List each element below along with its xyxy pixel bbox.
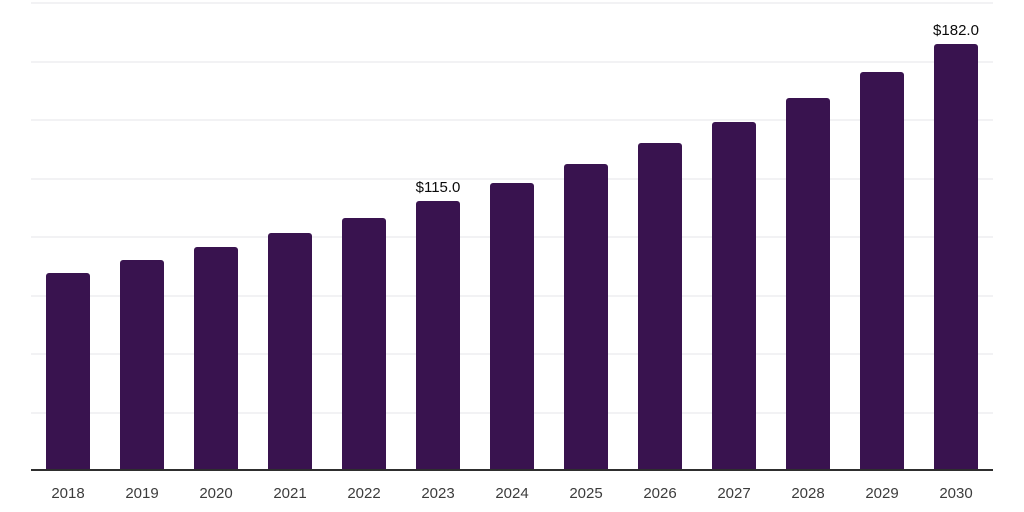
bar-slot-2019 xyxy=(105,2,179,470)
bar-2029 xyxy=(860,72,904,470)
x-tick-label-2020: 2020 xyxy=(199,485,233,502)
bar-slot-2020 xyxy=(179,2,253,470)
bar-slot-2025 xyxy=(549,2,623,470)
x-axis-line xyxy=(31,469,993,471)
x-axis-tick-labels: 2018 2019 2020 2021 2022 2023 2024 2025 2026 2027… xyxy=(31,485,993,502)
bar-2027 xyxy=(712,122,756,470)
x-tick-label-2028: 2028 xyxy=(791,485,825,502)
bar-slot-2023: $115.0 xyxy=(401,2,475,470)
bar-slot-2024 xyxy=(475,2,549,470)
x-tick-label-2021: 2021 xyxy=(273,485,307,502)
bar-value-label-2030: $182.0 xyxy=(933,22,979,39)
bar-slot-2030: $182.0 xyxy=(919,2,993,470)
x-tick-label-2019: 2019 xyxy=(125,485,159,502)
bar-slot-2029 xyxy=(845,2,919,470)
x-tick-label-2018: 2018 xyxy=(51,485,85,502)
gridline xyxy=(31,61,993,63)
gridline xyxy=(31,119,993,121)
bar-2022 xyxy=(342,218,386,470)
bar-2021 xyxy=(268,233,312,470)
bar-slot-2022 xyxy=(327,2,401,470)
bar-2026 xyxy=(638,143,682,470)
bar-2025 xyxy=(564,164,608,470)
bar-slot-2021 xyxy=(253,2,327,470)
x-tick-label-2023: 2023 xyxy=(421,485,455,502)
bar-2028 xyxy=(786,98,830,470)
bar-2023 xyxy=(416,201,460,470)
bar-2019 xyxy=(120,260,164,470)
bar-2018 xyxy=(46,273,90,470)
x-tick-label-2024: 2024 xyxy=(495,485,529,502)
bar-2024 xyxy=(490,183,534,470)
bar-value-label-2023: $115.0 xyxy=(415,179,461,196)
gridline xyxy=(31,2,993,4)
x-tick-label-2027: 2027 xyxy=(717,485,751,502)
x-tick-label-2022: 2022 xyxy=(347,485,381,502)
x-tick-label-2029: 2029 xyxy=(865,485,899,502)
bar-slot-2018 xyxy=(31,2,105,470)
bars-row: $115.0 $182.0 xyxy=(31,2,993,470)
gridline xyxy=(31,178,993,180)
x-tick-label-2025: 2025 xyxy=(569,485,603,502)
x-tick-label-2026: 2026 xyxy=(643,485,677,502)
bar-2020 xyxy=(194,247,238,470)
plot-area: $115.0 $182.0 xyxy=(31,2,993,470)
bar-slot-2027 xyxy=(697,2,771,470)
x-tick-label-2030: 2030 xyxy=(939,485,973,502)
bar-2030 xyxy=(934,44,978,470)
bar-slot-2026 xyxy=(623,2,697,470)
bar-slot-2028 xyxy=(771,2,845,470)
